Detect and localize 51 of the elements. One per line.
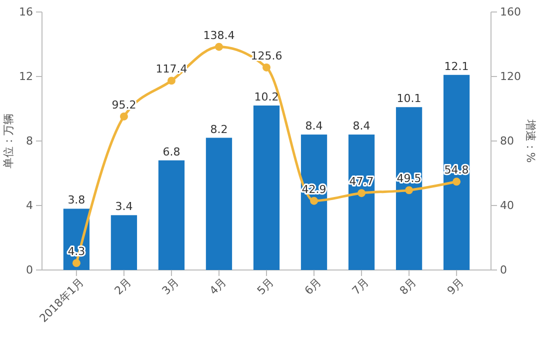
y2-tick-label: 80 (500, 134, 514, 148)
data-label: 10.2 (254, 90, 279, 104)
bar (158, 160, 185, 270)
data-label: 8.4 (305, 120, 323, 133)
point (120, 112, 128, 120)
bar (253, 106, 280, 270)
bar (443, 74, 470, 270)
y-axis-title: 单位：万辆 (2, 114, 15, 168)
data-label: 49.5 (396, 172, 422, 186)
data-label: 3.8 (68, 194, 86, 207)
data-label: 54.8 (444, 164, 469, 177)
y-tick-label: 16 (19, 6, 33, 19)
x-tick-label: 3月 (160, 276, 182, 298)
x-tick-label: 8月 (397, 276, 420, 298)
y2-tick-label: 120 (500, 70, 521, 84)
point (405, 186, 414, 194)
data-label: 8.4 (352, 120, 370, 133)
y2-axis-title: 增速：% (524, 118, 537, 163)
data-label: 10.1 (396, 92, 422, 106)
x-tick-label: 2月 (112, 276, 134, 298)
point (215, 42, 223, 51)
bar (348, 134, 375, 270)
y2-tick-label: 0 (500, 264, 507, 277)
bar (300, 134, 328, 270)
data-label: 3.4 (115, 200, 133, 214)
y-tick-label: 8 (26, 134, 33, 148)
data-label: 12.1 (444, 60, 469, 73)
x-tick-label: 4月 (207, 276, 230, 298)
bar (206, 138, 232, 270)
point (262, 63, 270, 72)
data-label: 47.7 (349, 175, 374, 188)
y-tick-label: 0 (26, 264, 33, 277)
x-tick-label: 5月 (254, 276, 277, 298)
point (452, 178, 461, 186)
y-tick-label: 4 (26, 199, 33, 212)
y2-tick-label: 160 (500, 6, 521, 19)
data-label: 125.6 (250, 49, 282, 62)
data-label: 6.8 (162, 145, 180, 158)
point (358, 189, 366, 198)
point (167, 76, 176, 85)
bar (110, 215, 138, 270)
bar (396, 107, 422, 270)
point (310, 196, 318, 205)
y2-tick-label: 40 (500, 199, 514, 212)
data-label: 8.2 (210, 122, 228, 136)
x-tick-label: 9月 (444, 276, 467, 298)
x-tick-label: 7月 (350, 276, 372, 298)
point (72, 259, 80, 268)
x-tick-label: 6月 (302, 276, 324, 298)
data-label: 138.4 (203, 28, 235, 42)
y-tick-label: 12 (19, 70, 33, 84)
